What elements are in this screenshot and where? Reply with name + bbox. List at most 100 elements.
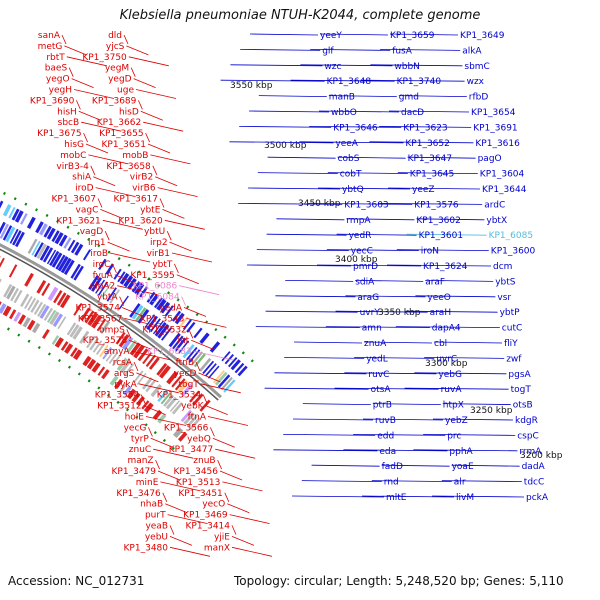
gene-label: ftnB [176,358,194,368]
gene-feature [156,298,167,311]
leader-line [93,176,116,187]
gene-label: KP1_3602 [416,216,460,226]
leader-line [174,263,179,274]
gene-feature [189,417,201,430]
gene-feature [43,307,53,321]
leader-line [370,64,463,67]
leader-line [100,209,123,219]
leader-line [126,329,132,339]
gene-label: yebK [181,402,205,412]
gene-feature [98,258,107,270]
gene-feature [141,377,153,390]
gene-label: alr [454,478,466,488]
gene-label: argS [114,369,135,379]
leader-line [148,427,153,437]
leader-line [416,218,485,221]
gene-feature [43,225,52,238]
gene-label: fyuA [93,271,114,281]
gene-feature [53,290,63,304]
gene-label: cspC [517,431,539,441]
gene-feature [74,243,84,256]
gene-label: yjiE [214,532,230,542]
leader-line [195,361,201,372]
gene-feature [89,337,100,351]
gene-label: prc [447,431,461,441]
gene-feature [119,383,128,393]
gene-feature [182,344,195,359]
leader-line [293,341,363,344]
gene-label: yegM [105,64,129,74]
gene-label: ybtP [500,308,521,318]
leader-line [255,326,360,328]
gene-feature [8,264,18,278]
gene-feature [199,399,211,412]
gene-label: KP1_3652 [405,139,449,149]
gene-feature [234,362,245,374]
gene-feature [73,302,83,316]
gene-feature [126,339,138,353]
gene-feature [26,216,36,229]
leader-line [179,285,220,296]
leader-line [83,132,88,143]
gene-label: yoaE [452,462,474,472]
gene-feature [154,322,167,337]
gene-label: KP1_3414 [186,522,231,532]
gene-feature [101,369,110,380]
gene-label: baeS [45,64,68,74]
leader-line [309,126,402,128]
accession-label: Accession: NC_012731 [8,574,145,588]
leader-line [299,141,404,144]
gene-feature [116,357,128,371]
gene-feature [46,227,56,240]
gene-label: tyrP [131,434,150,444]
gene-feature [113,268,122,280]
gene-label: yeeO [427,293,450,303]
gene-feature [191,351,204,365]
gene-feature [209,341,221,353]
leader-line [167,514,208,524]
gene-label: znuA [364,339,387,349]
gene-feature [83,249,91,261]
gene-label: yeeA [335,139,358,149]
gene-label: dld [108,31,122,41]
leader-line [432,418,514,421]
leader-line [166,231,172,241]
gene-feature [117,271,126,283]
gene-label: rfbD [469,93,489,103]
gene-label: KP1_3603 [344,200,388,210]
gene-feature [13,289,23,304]
gene-feature [178,340,190,354]
gene-feature [148,357,160,370]
gene-feature [60,257,72,274]
gene-feature [42,247,54,263]
gene-label: ruvA [441,385,463,395]
gene-label: yecO [202,500,225,510]
gene-label: togT [511,385,532,395]
gene-label: sbcB [58,118,80,128]
leader-line [442,403,511,405]
gene-feature [92,340,103,353]
leader-line [76,100,81,110]
gc-content-track [0,278,201,430]
gene-label: alkA [462,46,482,56]
gene-feature [230,359,241,371]
gene-feature [165,396,178,410]
leader-line [143,121,184,132]
gene-label: KP1_3624 [423,262,468,272]
leader-line [258,95,327,97]
gene-label: KP1_3658 [106,162,151,172]
leader-line [222,481,263,492]
gene-label: iroN [421,247,439,257]
gene-label: KP1_6086 [133,282,178,292]
leader-line [147,143,171,154]
gene-feature [174,378,186,391]
ruler-label: 3550 kbp [230,81,273,91]
gene-feature [20,213,28,225]
gene-feature [27,297,37,311]
gene-feature [91,314,103,329]
forward-orf-track [0,200,248,377]
gene-label: uge [117,86,134,96]
gene-feature [96,318,107,332]
gene-label: hisG [64,140,84,150]
gene-feature [182,319,192,330]
